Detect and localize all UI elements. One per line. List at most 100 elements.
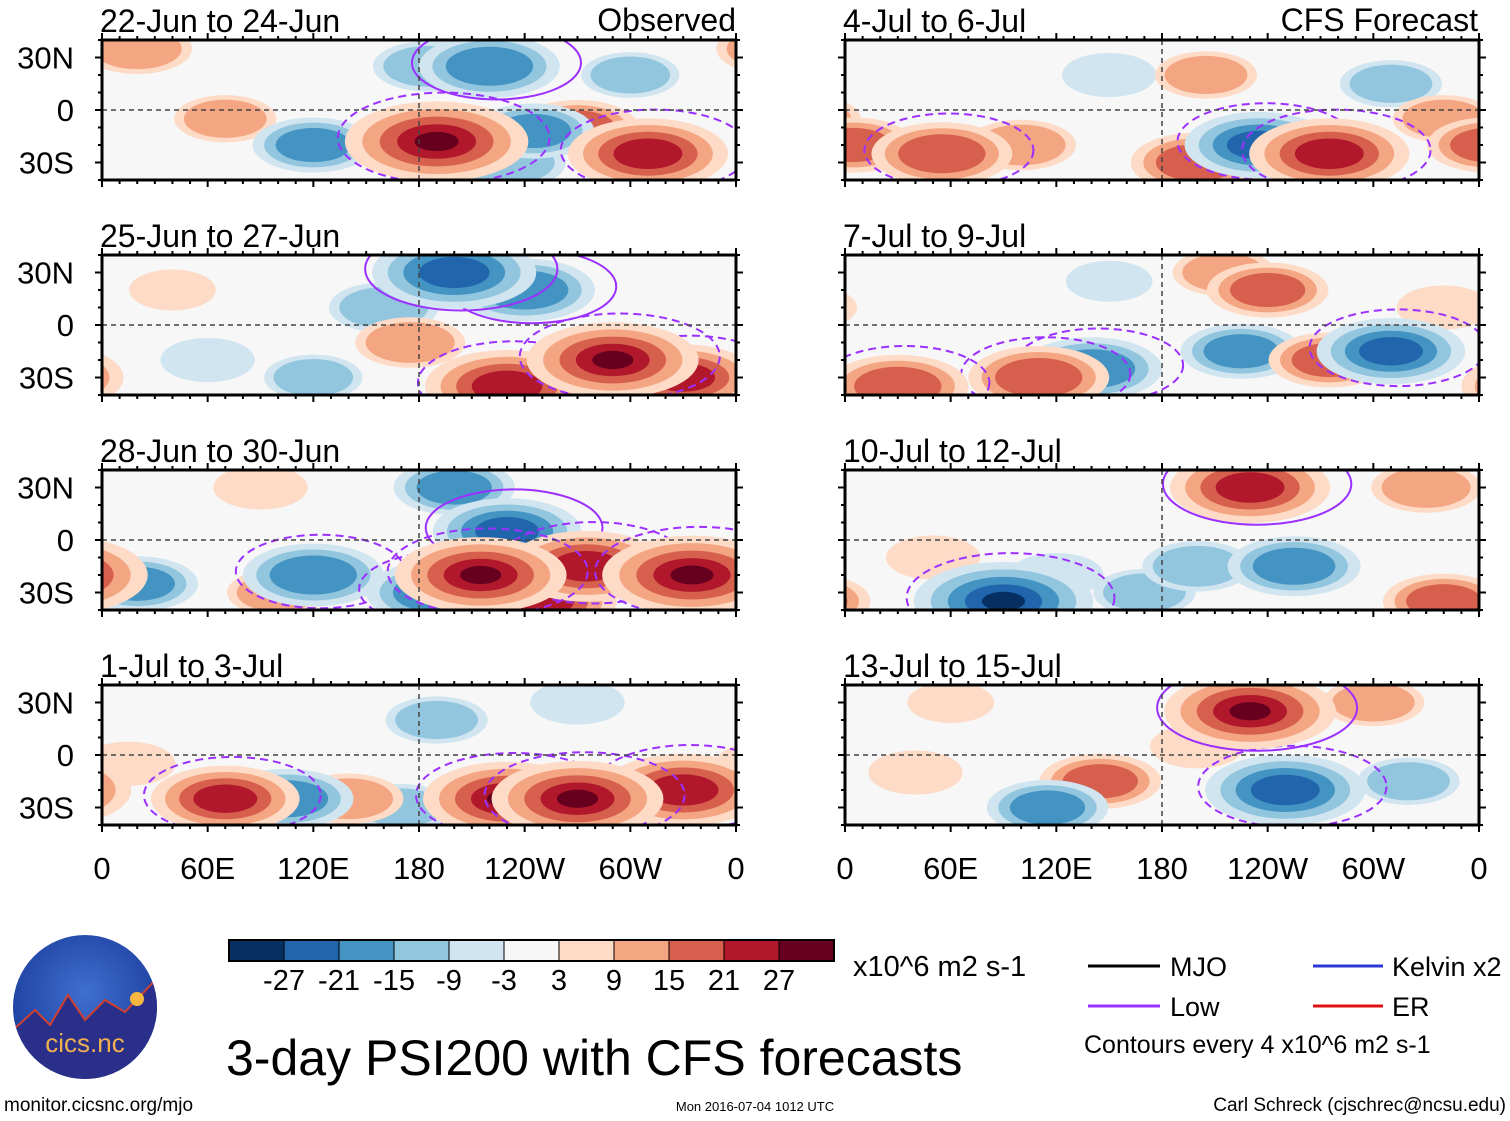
anomaly-contour <box>556 789 599 808</box>
anomaly-contour <box>102 741 176 786</box>
anomaly-contour <box>273 359 354 395</box>
panel-title: 22-Jun to 24-Jun <box>100 3 340 39</box>
lat-label: 30N <box>17 256 74 291</box>
anomaly-contour <box>1505 122 1510 185</box>
anomaly-contour <box>129 269 216 311</box>
anomaly-contour <box>414 131 459 152</box>
anomaly-contour <box>0 768 13 829</box>
anomaly-contour <box>981 591 1026 610</box>
anomaly-contour <box>1450 128 1479 162</box>
anomaly-contour <box>269 555 358 595</box>
anomaly-contour <box>1396 285 1479 330</box>
observed-label: Observed <box>597 2 736 38</box>
anomaly-contour <box>845 108 852 129</box>
low-frequency-contour <box>1161 470 1353 526</box>
anomaly-contour <box>445 46 534 86</box>
lat-label: 30S <box>19 361 74 396</box>
anomaly-contour <box>213 470 308 510</box>
figure-title: 3-day PSI200 with CFS forecasts <box>226 1030 962 1086</box>
anomaly-contour <box>907 685 994 723</box>
anomaly-field <box>0 40 736 180</box>
anomaly-contour <box>1381 470 1471 508</box>
colorbar-swatch <box>723 939 780 962</box>
lat-label: 30S <box>19 146 74 181</box>
anomaly-contour <box>845 585 859 610</box>
colorbar-tick: -3 <box>491 965 517 997</box>
lon-label: 120W <box>484 851 566 886</box>
anomaly-contour <box>418 256 490 289</box>
anomaly-contour <box>102 762 132 818</box>
lon-label: 60W <box>1341 851 1405 886</box>
lon-label: 60E <box>923 851 978 886</box>
anomaly-contour <box>460 565 502 585</box>
map-panels: 22-Jun to 24-Jun 30N 0 30S 25-Jun to 27-Jun 3… <box>0 3 1510 886</box>
colorbar-swatch <box>668 939 725 962</box>
lat-label: 0 <box>57 308 74 343</box>
low-frequency-contour <box>1241 108 1432 180</box>
anomaly-contour <box>1250 774 1320 806</box>
anomaly-contour <box>1229 702 1271 721</box>
lon-label: 120E <box>277 851 349 886</box>
colorbar-swatch <box>283 939 340 962</box>
lon-label: 180 <box>1136 851 1188 886</box>
anomaly-contour <box>723 758 825 805</box>
anomaly-contour <box>1294 138 1364 169</box>
logo-text: cics.nc <box>45 1028 124 1058</box>
anomaly-contour <box>102 560 114 590</box>
anomaly-contour <box>1331 685 1415 722</box>
anomaly-field <box>102 470 736 610</box>
anomaly-contour <box>1488 367 1510 406</box>
map-panel: 28-Jun to 30-Jun 30N 0 30S <box>17 433 743 617</box>
anomaly-field <box>102 255 850 395</box>
colorbar-tick: -9 <box>436 965 462 997</box>
contour-note: Contours every 4 x10^6 m2 s-1 <box>1084 1031 1431 1059</box>
forecast-label: CFS Forecast <box>1281 2 1478 38</box>
low-frequency-contour <box>518 312 721 395</box>
anomaly-contour <box>613 138 683 169</box>
low-frequency-contour <box>845 345 991 395</box>
anomaly-contour <box>395 700 478 740</box>
anomaly-contour <box>1152 545 1242 587</box>
anomaly-contour <box>275 127 352 163</box>
panel-title: 28-Jun to 30-Jun <box>100 433 340 469</box>
lat-label: 30N <box>17 686 74 721</box>
anomaly-contour <box>670 565 714 585</box>
lon-label: 0 <box>727 851 744 886</box>
map-panel: 13-Jul to 15-Jul 0 60E 120E 180 120W 60W 0 <box>723 648 1487 886</box>
anomaly-contour <box>1065 260 1153 302</box>
legend-kelvin-label: Kelvin x2 <box>1392 952 1502 982</box>
lat-label: 30S <box>19 576 74 611</box>
anomaly-contour <box>1406 584 1479 610</box>
lat-label: 30S <box>19 791 74 826</box>
anomaly-contour <box>1349 64 1433 103</box>
low-frequency-contour <box>364 255 559 312</box>
colorbar-swatch <box>338 939 395 962</box>
colorbar-tick: 9 <box>606 965 622 997</box>
colorbar-tick: -27 <box>263 965 305 997</box>
anomaly-contour <box>1367 762 1450 801</box>
colorbar-tick: 21 <box>708 965 740 997</box>
anomaly-contour <box>763 270 850 311</box>
map-panel: 1-Jul to 3-Jul 30N 0 30S 0 60E 120E 180 120W 60W 0 <box>0 648 745 886</box>
anomaly-contour <box>1061 52 1157 98</box>
legend-low-label: Low <box>1170 992 1220 1022</box>
anomaly-contour <box>898 134 986 174</box>
anomaly-contour <box>102 549 131 601</box>
lon-label: 120W <box>1227 851 1309 886</box>
anomaly-contour <box>733 762 816 800</box>
lon-label: 0 <box>1470 851 1487 886</box>
anomaly-contour <box>530 685 625 725</box>
anomaly-contour <box>416 470 492 505</box>
footer-url[interactable]: monitor.cicsnc.org/mjo <box>4 1095 193 1116</box>
low-frequency-contour <box>336 91 551 180</box>
anomaly-field <box>0 685 736 829</box>
anomaly-contour <box>193 784 258 813</box>
anomaly-contour <box>995 357 1083 395</box>
colorbar-tick: 3 <box>551 965 567 997</box>
low-frequency-contour <box>386 527 589 610</box>
lon-label: 180 <box>393 851 445 886</box>
anomaly-contour <box>1229 272 1306 308</box>
anomaly-contour <box>0 100 4 155</box>
